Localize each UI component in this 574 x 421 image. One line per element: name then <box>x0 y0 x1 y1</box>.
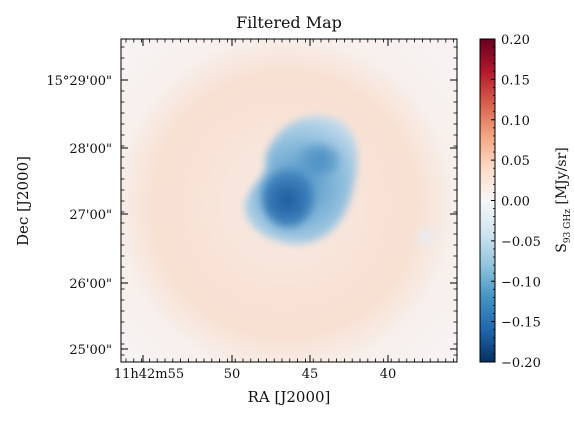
x-ticks: 11h42m55 50 45 40 <box>114 39 396 382</box>
colorbar-tick-label: 0.10 <box>501 114 530 129</box>
y-tick-label: 26'00" <box>69 277 112 292</box>
colorbar-tick-label: 0.15 <box>501 73 530 88</box>
heatmap-image <box>121 39 457 362</box>
y-ticks: 15°29'00" 28'00" 27'00" 26'00" 25'00" <box>46 74 457 358</box>
colorbar-tick-label: −0.10 <box>501 275 541 290</box>
x-tick-label: 50 <box>224 367 241 382</box>
colorbar-tick-label: −0.15 <box>501 316 541 331</box>
x-axis-label: RA [J2000] <box>248 388 331 406</box>
faint-spot <box>413 227 437 247</box>
colorbar-tick-label: 0.05 <box>501 154 530 169</box>
colorbar-label-main: S <box>554 243 570 253</box>
colorbar-tick-label: 0.20 <box>501 33 530 48</box>
decrement-core <box>262 168 314 228</box>
colorbar-ticks: 0.20 0.15 0.10 0.05 0.00 −0.05 −0.10 −0.15 −0.20 <box>491 33 541 371</box>
colorbar-label-sub: 93 GHz <box>563 209 573 243</box>
x-tick-label: 45 <box>302 367 319 382</box>
plot-frame <box>120 38 458 363</box>
colorbar-tick-label: −0.05 <box>501 235 541 250</box>
colorbar-tick-label: 0.00 <box>501 195 530 210</box>
decrement-secondary <box>296 144 340 176</box>
y-tick-label: 25'00" <box>69 343 112 358</box>
x-tick-label: 40 <box>380 367 397 382</box>
x-tick-label: 11h42m55 <box>114 367 184 382</box>
y-tick-label: 28'00" <box>69 142 112 157</box>
colorbar-tick-label: −0.20 <box>501 356 541 371</box>
colorbar-label: S93 GHz [MJy/sr] <box>554 147 573 253</box>
y-tick-label: 15°29'00" <box>46 74 112 89</box>
y-tick-label: 27'00" <box>69 208 112 223</box>
y-axis-label: Dec [J2000] <box>14 156 32 246</box>
minor-ticks <box>121 39 457 362</box>
chart-title: Filtered Map <box>236 13 342 32</box>
colorbar-label-unit: [MJy/sr] <box>554 147 570 209</box>
